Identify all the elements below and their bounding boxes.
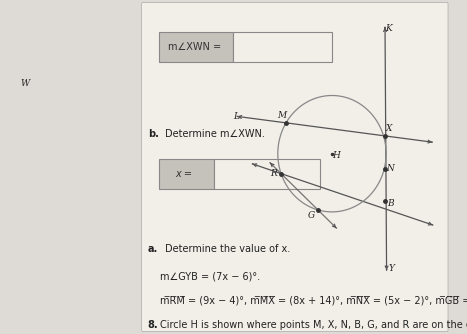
- Text: m∠XWN =: m∠XWN =: [168, 42, 221, 52]
- Text: m̅R̅M̅ = (9x − 4)°, m̅M̅X̅ = (8x + 14)°, m̅N̅X̅ = (5x − 2)°, m̅G̅B̅ = 40°, and: m̅R̅M̅ = (9x − 4)°, m̅M̅X̅ = (8x + 14)°,…: [160, 295, 467, 305]
- Bar: [159, 32, 233, 62]
- Text: H: H: [332, 151, 340, 160]
- Text: W: W: [20, 79, 29, 88]
- Text: L: L: [234, 112, 240, 121]
- Text: Determine m∠XWN.: Determine m∠XWN.: [165, 129, 265, 139]
- Text: a.: a.: [148, 243, 158, 254]
- Text: m∠GYB = (7x − 6)°.: m∠GYB = (7x − 6)°.: [160, 272, 260, 282]
- Text: Y: Y: [388, 264, 394, 273]
- Text: x =: x =: [175, 169, 192, 179]
- Text: X: X: [386, 124, 392, 133]
- Text: K: K: [385, 24, 392, 33]
- Text: B: B: [387, 198, 394, 207]
- Text: N: N: [387, 164, 395, 173]
- FancyBboxPatch shape: [142, 2, 448, 332]
- Bar: [214, 159, 319, 189]
- Text: b.: b.: [148, 129, 159, 139]
- Text: R: R: [270, 169, 277, 178]
- Text: 8.: 8.: [148, 320, 158, 330]
- Text: G: G: [308, 211, 315, 220]
- Text: Circle H is shown where points M, X, N, B, G, and R are on the circle and: Circle H is shown where points M, X, N, …: [160, 320, 467, 330]
- Text: Determine the value of x.: Determine the value of x.: [165, 243, 290, 254]
- Text: M: M: [277, 111, 286, 120]
- Bar: [159, 159, 214, 189]
- Bar: [233, 32, 332, 62]
